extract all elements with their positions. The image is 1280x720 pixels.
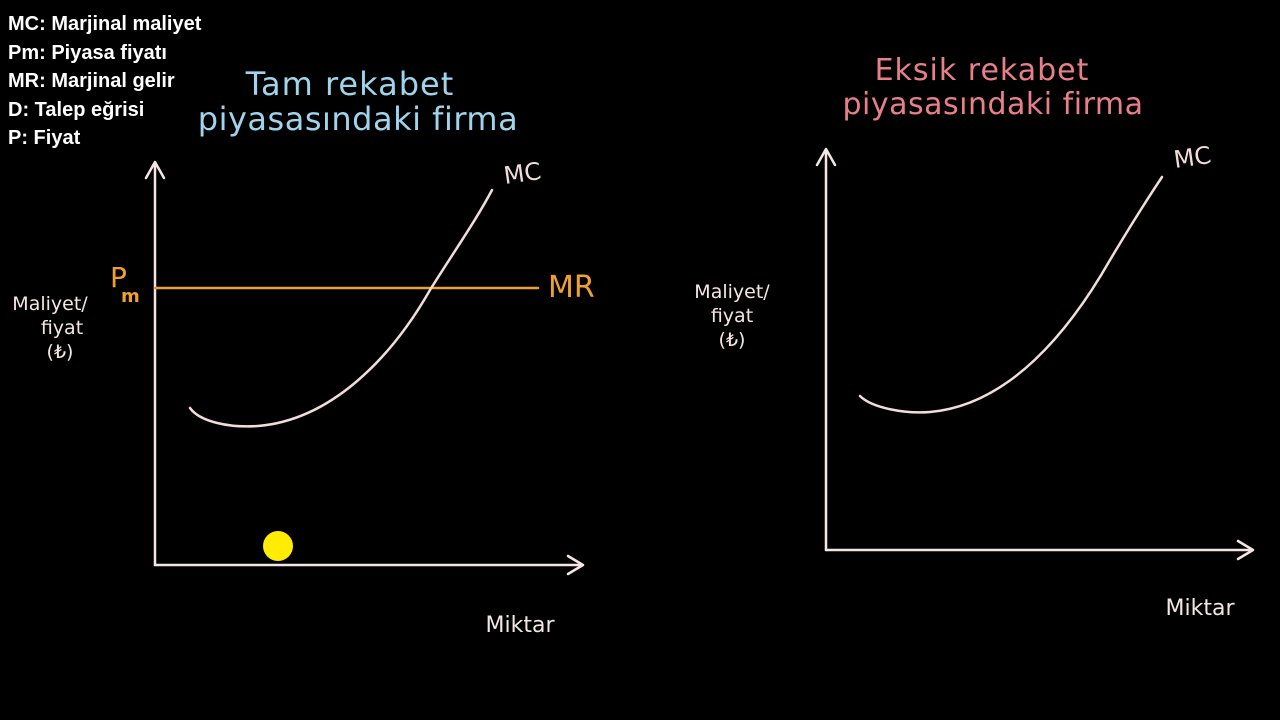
- legend-item-mr: MR: Marjinal gelir: [8, 70, 175, 92]
- left-panel: Tam rekabet piyasasındaki firma MR P m M…: [12, 65, 594, 638]
- left-title-line1: Tam rekabet: [245, 65, 454, 103]
- left-ylabel-line3: (₺): [47, 341, 74, 363]
- left-mc-label: MC: [502, 157, 543, 190]
- left-title-line2: piyasasındaki firma: [198, 100, 518, 138]
- right-panel: Eksik rekabet piyasasındaki firma MC Mal…: [694, 53, 1255, 621]
- legend-item-d: D: Talep eğrisi: [8, 98, 145, 121]
- right-ylabel-line1: Maliyet/: [694, 281, 770, 303]
- pm-label-sub: m: [121, 286, 140, 307]
- left-mc-curve: [188, 188, 494, 428]
- right-ylabel-line3: (₺): [719, 329, 746, 351]
- left-ylabel-line2: fiyat: [41, 317, 83, 339]
- legend-item-pm: Pm: Piyasa fiyatı: [8, 41, 167, 64]
- right-mc-label: MC: [1172, 141, 1213, 174]
- pointer-cursor-dot: [263, 531, 293, 561]
- right-title-line1: Eksik rekabet: [875, 53, 1090, 88]
- left-y-axis-arrow: [144, 160, 166, 180]
- right-y-axis-arrow: [815, 147, 837, 167]
- left-ylabel-line1: Maliyet/: [12, 293, 88, 315]
- pm-label-main: P: [110, 261, 127, 294]
- legend-item-mc: MC: Marjinal maliyet: [8, 13, 202, 35]
- left-x-axis-arrow: [566, 554, 585, 576]
- right-ylabel-line2: fiyat: [711, 305, 753, 327]
- mr-label: MR: [548, 270, 595, 305]
- right-mc-curve: [858, 175, 1164, 414]
- right-title-line2: piyasasındaki firma: [843, 87, 1144, 122]
- right-xlabel: Miktar: [1166, 596, 1236, 621]
- legend-box: MC: Marjinal maliyet Pm: Piyasa fiyatı M…: [8, 10, 201, 153]
- right-x-axis-arrow: [1236, 539, 1255, 561]
- legend-item-p: P: Fiyat: [8, 127, 81, 149]
- left-xlabel: Miktar: [486, 613, 556, 638]
